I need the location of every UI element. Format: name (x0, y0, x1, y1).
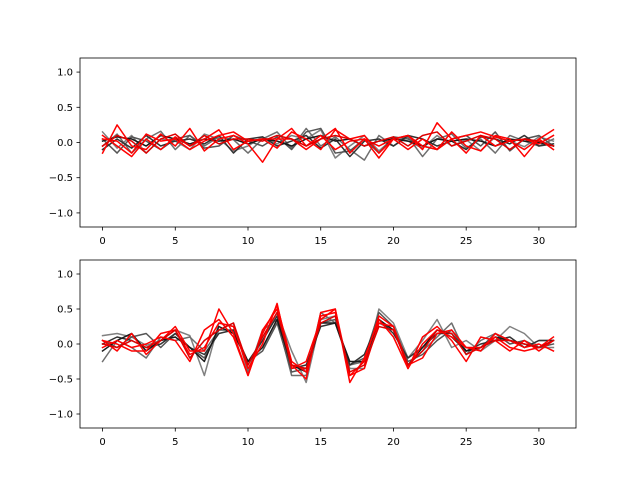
series-line-6 (101, 122, 555, 158)
series-line-2 (101, 311, 555, 377)
x-tick-label: 15 (314, 236, 327, 247)
series-line-9 (101, 131, 555, 154)
y-tick-label: 0.5 (57, 103, 73, 114)
x-tick-label: 15 (314, 437, 327, 448)
series-line-9 (101, 311, 555, 373)
x-tick-label: 25 (460, 236, 473, 247)
series-line-6 (101, 308, 555, 384)
subplot-1: 0 5 10 15 20 25 30 −1.0 −0.5 0.0 0.5 1.0 (49, 57, 577, 247)
x-tick-label: 30 (533, 437, 546, 448)
y-tick-label: −1.0 (49, 410, 73, 421)
x-tick-label: 30 (533, 236, 546, 247)
x-tick-label: 25 (460, 437, 473, 448)
y-tick-label: −0.5 (49, 173, 73, 184)
y-tick-label: 0.0 (57, 138, 73, 149)
series-group (101, 122, 555, 163)
x-tick-label: 0 (99, 236, 105, 247)
y-tick-label: 0.0 (57, 340, 73, 351)
x-tick-label: 0 (99, 437, 105, 448)
y-tick-label: −0.5 (49, 375, 73, 386)
x-tick-label: 5 (172, 437, 178, 448)
x-tick-label: 20 (387, 236, 400, 247)
y-tick-label: 1.0 (57, 68, 73, 79)
y-tick-label: 0.5 (57, 305, 73, 316)
x-tick-label: 20 (387, 437, 400, 448)
x-tick-label: 10 (242, 437, 255, 448)
x-tick-label: 10 (242, 236, 255, 247)
x-tick-label: 5 (172, 236, 178, 247)
y-tick-label: 1.0 (57, 270, 73, 281)
series-line-5 (101, 134, 555, 147)
subplot-2: 0 5 10 15 20 25 30 −1.0 −0.5 0.0 0.5 1.0 (49, 259, 577, 448)
series-group (101, 302, 555, 384)
series-line-7 (101, 124, 555, 163)
y-tick-label: −1.0 (49, 208, 73, 219)
series-line-8 (101, 127, 555, 154)
